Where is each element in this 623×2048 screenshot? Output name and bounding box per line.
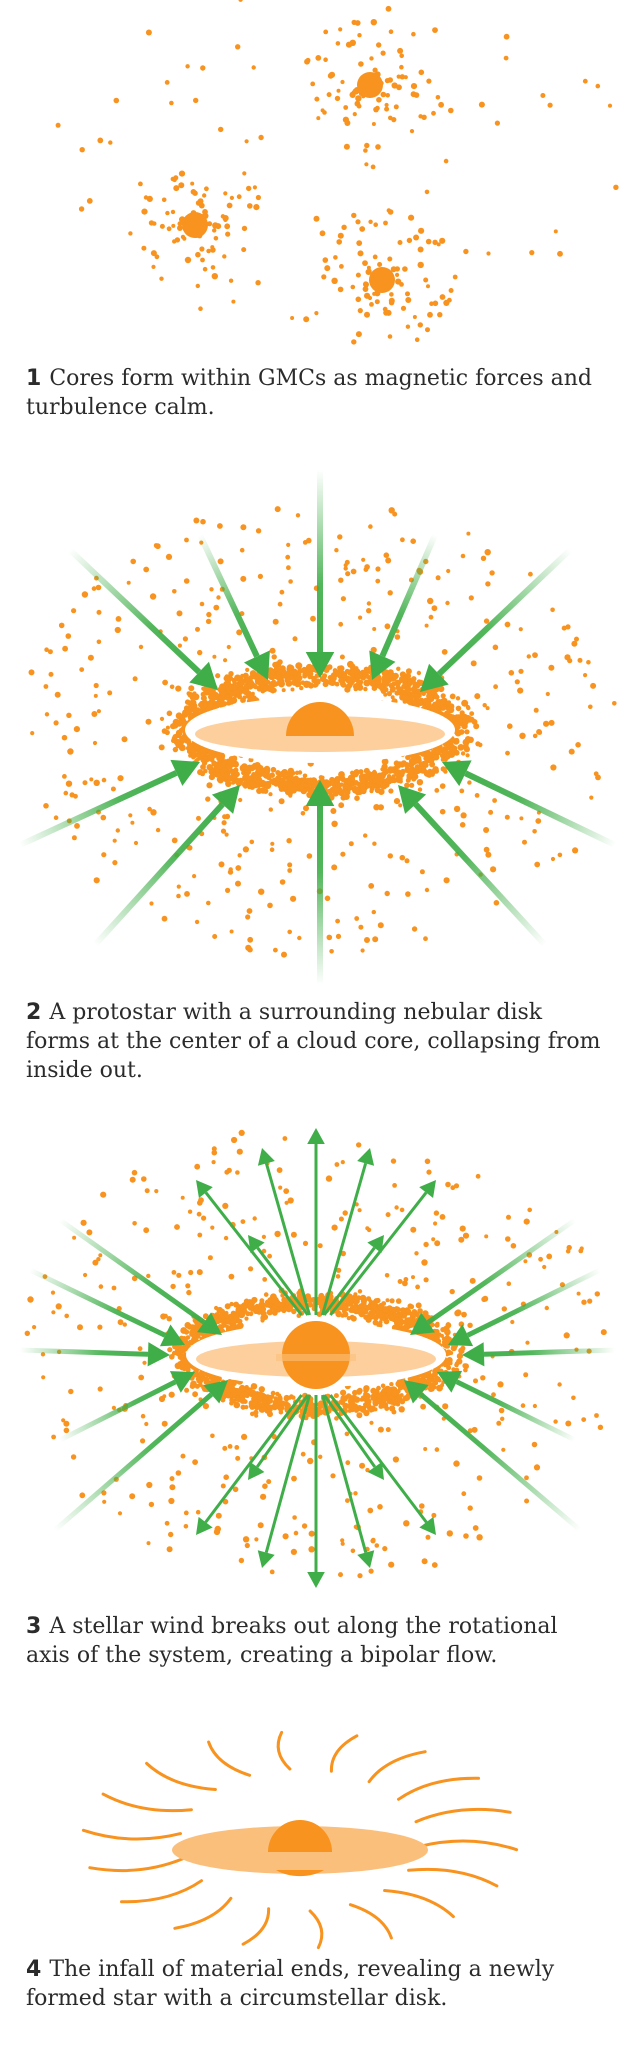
flow-arrow — [196, 1394, 303, 1535]
flow-arrow — [329, 1394, 436, 1535]
flow-arrow — [18, 759, 200, 848]
flow-arrow — [329, 1180, 436, 1316]
flow-arrow — [92, 785, 240, 948]
flow-arrow — [321, 1148, 375, 1316]
step-1-number: 1 — [26, 366, 42, 391]
flow-arrow — [197, 533, 270, 680]
flow-arrow — [404, 1380, 582, 1532]
bipolar-flow-illustration — [19, 1128, 616, 1588]
flow-arrow — [321, 1394, 375, 1568]
step-2-number: 2 — [26, 1000, 42, 1025]
flow-arrow — [442, 760, 617, 848]
flow-arrow — [322, 1394, 384, 1480]
new-star-top — [268, 1820, 332, 1852]
dust-particles — [55, 0, 619, 329]
step-4-panel: 4 The infall of material ends, revealing … — [0, 1730, 623, 2048]
flow-arrow — [58, 1217, 222, 1335]
protostar — [286, 702, 354, 736]
new-star-disk-illustration — [81, 1730, 519, 1950]
new-star-bottom — [276, 1870, 324, 1877]
step-1-panel: 1 Cores form within GMCs as magnetic forc… — [0, 0, 623, 440]
flow-arrow — [53, 1380, 228, 1532]
flow-arrow — [398, 785, 548, 948]
flow-arrow — [257, 1148, 311, 1316]
step-4-caption: 4 The infall of material ends, revealing … — [26, 1955, 606, 2013]
flow-arrow — [58, 1371, 195, 1443]
step-4-text: The infall of material ends, revealing a… — [26, 1957, 555, 2011]
radiation-lines — [81, 1730, 519, 1950]
flow-arrow — [67, 547, 218, 690]
cloud-cores-illustration — [55, 0, 619, 345]
flow-arrow — [248, 1235, 310, 1316]
flow-arrow — [437, 1370, 577, 1443]
flow-arrow — [462, 1342, 616, 1367]
flow-arrow — [248, 1394, 310, 1480]
flow-arrow — [305, 780, 335, 985]
flow-arrow — [369, 533, 438, 680]
cloud-core — [357, 72, 383, 98]
step-3-number: 3 — [26, 1614, 42, 1639]
flow-arrow — [28, 1267, 185, 1347]
cloud-core — [369, 267, 395, 293]
flow-arrow — [448, 1267, 602, 1347]
step-1-caption: 1 Cores form within GMCs as magnetic forc… — [26, 364, 606, 422]
flow-arrow — [322, 1235, 384, 1316]
flow-arrow — [257, 1394, 311, 1568]
step-3-text: A stellar wind breaks out along the rota… — [26, 1614, 558, 1668]
flow-arrow — [410, 1217, 577, 1335]
flow-arrow — [19, 1342, 170, 1367]
flow-arrow — [305, 470, 335, 678]
flow-arrow — [307, 1395, 325, 1588]
step-4-number: 4 — [26, 1957, 42, 1982]
flow-arrow — [307, 1128, 325, 1315]
flow-arrow — [420, 547, 573, 692]
protostar-infall-illustration — [18, 470, 617, 985]
cloud-core — [182, 212, 208, 238]
step-1-text: Cores form within GMCs as magnetic force… — [26, 366, 592, 420]
step-2-text: A protostar with a surrounding nebular d… — [26, 1000, 601, 1083]
flow-arrow — [196, 1180, 303, 1316]
